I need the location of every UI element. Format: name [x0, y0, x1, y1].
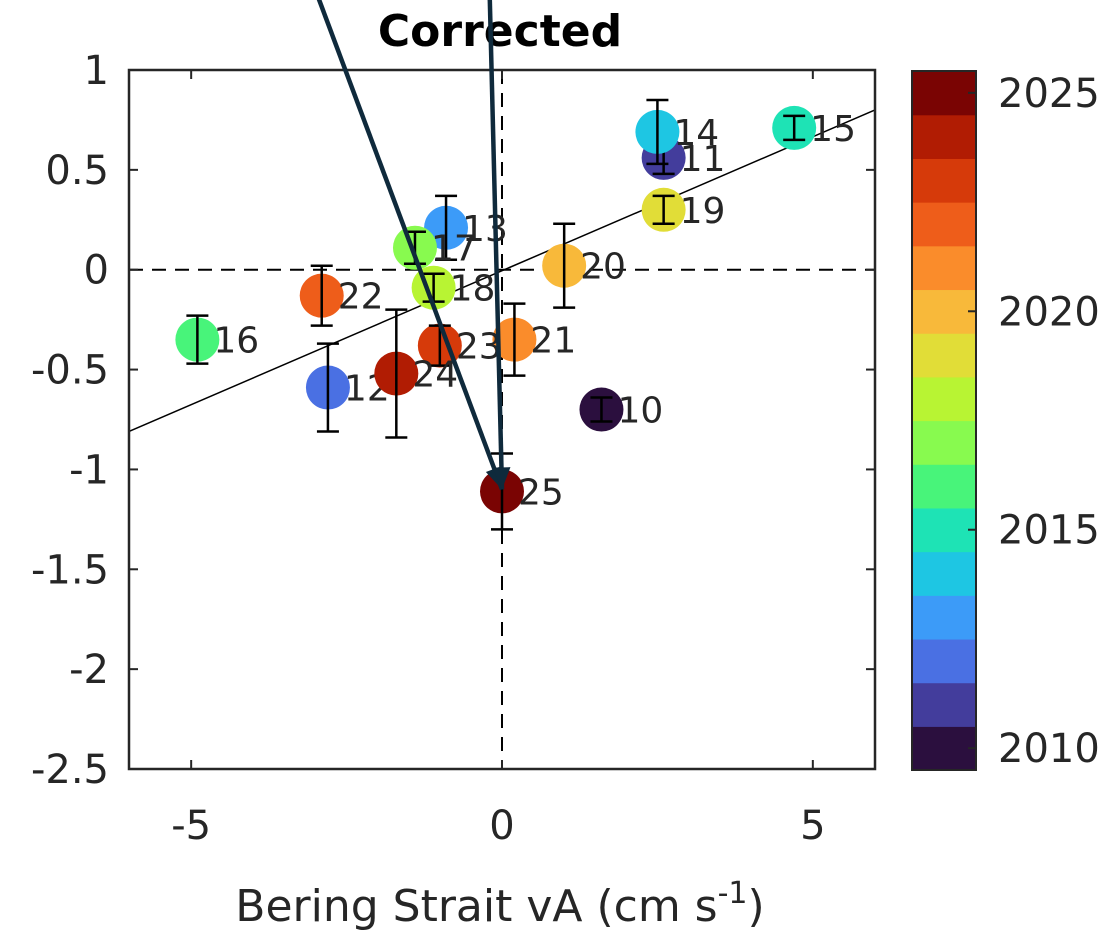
colorbar-tick-label: 2015 [998, 508, 1100, 554]
point-label: 10 [617, 391, 663, 432]
point-label: 24 [412, 355, 458, 396]
y-tick-label: -2 [69, 647, 109, 693]
x-tick-label: -5 [171, 803, 211, 849]
colorbar-segment [912, 551, 976, 596]
error-bar [385, 308, 408, 439]
point-label: 15 [810, 109, 856, 150]
data-point-22: 22 [299, 264, 384, 327]
colorbar-segment [912, 158, 976, 203]
data-point-12: 12 [305, 342, 390, 433]
point-label: 11 [680, 139, 726, 180]
x-axis-label: Bering Strait vA (cm s-1) [235, 876, 764, 931]
colorbar-segment [912, 333, 976, 378]
point-label: 23 [456, 327, 502, 368]
error-bar [646, 98, 669, 166]
colorbar-segment [912, 682, 976, 727]
data-point-20: 20 [542, 222, 626, 309]
point-label: 13 [462, 209, 508, 250]
point-label: 19 [680, 191, 726, 232]
chart-title: Corrected [378, 6, 622, 57]
data-point-24: 24 [374, 308, 458, 439]
colorbar-frame [911, 70, 977, 771]
y-tick-label: 0.5 [45, 148, 109, 194]
point-label: 18 [450, 269, 496, 310]
y-tick-label: -1.5 [31, 547, 109, 593]
colorbar-tick-label: 2020 [998, 289, 1100, 335]
data-point-14: 14 [635, 98, 719, 166]
colorbar: 2025 2020 2015 2010 [911, 70, 1100, 772]
y-tick-label: -1 [69, 447, 109, 493]
error-bar [590, 396, 613, 423]
colorbar-segment [912, 638, 976, 684]
data-point-21: 21 [492, 302, 576, 377]
colorbar-segment [912, 289, 976, 334]
colorbar-segment [912, 202, 976, 247]
data-point-17: 17 [392, 225, 477, 270]
data-point-10: 10 [579, 387, 663, 432]
data-point-18: 18 [411, 265, 496, 310]
y-tick-label: -0.5 [31, 348, 109, 394]
colorbar-segment [912, 71, 976, 116]
error-bar [783, 114, 806, 142]
arrows-layer [316, 0, 511, 491]
colorbar-tick-label: 2010 [998, 726, 1100, 772]
colorbar-segment [912, 507, 976, 553]
x-tick-label: 5 [800, 803, 825, 849]
colorbar-segment [912, 726, 976, 771]
x-tick-label: 0 [489, 803, 514, 849]
point-label: 14 [673, 113, 719, 154]
error-bar [310, 264, 333, 327]
colorbar-tick-label: 2025 [998, 71, 1100, 117]
colorbar-segment [912, 376, 976, 422]
colorbar-segment [912, 595, 976, 640]
error-bar [435, 194, 458, 261]
ticks-layer: -5 0 5 1 0.5 0 -0.5 -1 -1.5 -2 -2.5 [31, 48, 875, 849]
colorbar-segment [912, 464, 976, 509]
data-point-25: 25 [480, 452, 564, 531]
regression-line [129, 109, 875, 433]
y-tick-label: 0 [84, 248, 109, 294]
point-label: 22 [338, 277, 384, 318]
data-point-11: 11 [641, 135, 726, 180]
point-label: 17 [431, 229, 477, 270]
error-bar [553, 222, 576, 309]
data-point-16: 16 [175, 314, 259, 365]
error-bar [652, 194, 675, 226]
colorbar-segment [912, 420, 976, 465]
data-point-15: 15 [772, 105, 856, 150]
data-point-19: 19 [641, 187, 726, 232]
error-bar [316, 342, 339, 433]
error-bar [186, 314, 209, 365]
y-tick-label: 1 [84, 48, 109, 94]
point-label: 20 [580, 247, 626, 288]
y-tick-label: -2.5 [31, 747, 109, 793]
colorbar-segment [912, 114, 976, 159]
error-bar [503, 302, 526, 377]
point-label: 16 [213, 321, 259, 362]
point-label: 25 [518, 472, 564, 513]
colorbar-segment [912, 245, 976, 291]
point-label: 21 [530, 321, 576, 362]
annotation-arrow [487, 0, 511, 490]
